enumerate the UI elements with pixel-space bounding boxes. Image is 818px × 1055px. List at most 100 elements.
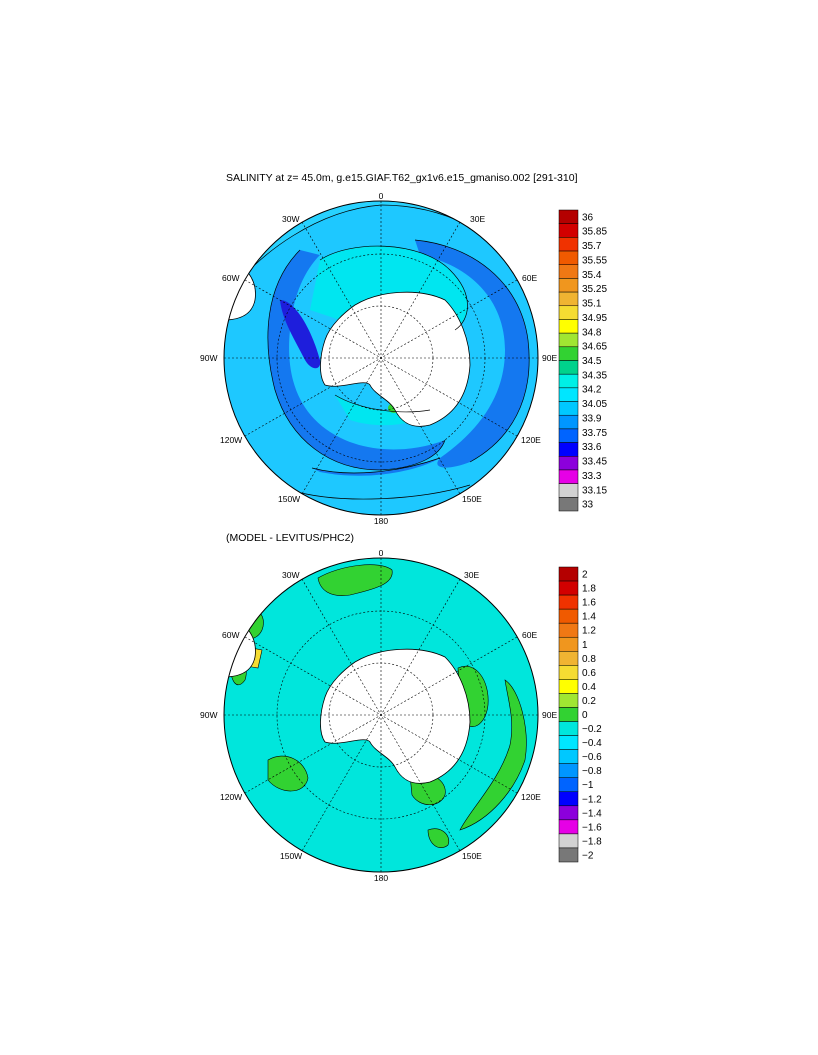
lon-label-60e-b: 60E: [522, 630, 537, 640]
difference-colorbar-label: 0: [582, 710, 588, 721]
lon-label-90w: 90W: [200, 353, 217, 363]
difference-colorbar: 2 1.8 1.6 1.4 1.2 1 0.8 0.6 0.4 0.2 0 −0.2 −0.4 −0.6 −…: [558, 566, 602, 863]
difference-colorbar-label: 1.2: [582, 626, 596, 637]
lon-label-60w-b: 60W: [222, 630, 239, 640]
salinity-colorbar-swatch: [558, 223, 579, 238]
salinity-colorbar-label: 34.65: [582, 342, 607, 353]
difference-colorbar-swatch: [558, 594, 579, 610]
salinity-colorbar-label: 35.4: [582, 270, 602, 281]
salinity-colorbar-label: 33.6: [582, 442, 602, 453]
salinity-colorbar-swatch: [558, 442, 579, 457]
difference-patch-southwest: [267, 755, 309, 792]
salinity-colorbar-swatch: [558, 264, 579, 279]
difference-graticule: [224, 558, 538, 872]
lon-label-120w: 120W: [220, 435, 242, 445]
salinity-colorbar-swatch: [558, 332, 579, 348]
difference-colorbar-label: −0.8: [582, 766, 602, 777]
difference-colorbar-swatch: [558, 805, 579, 821]
difference-colorbar-label: −1.8: [582, 836, 602, 847]
salinity-longitude-labels: 0 30E 60E 90E 120E 150E 180 150W 120W 90…: [200, 191, 557, 526]
difference-colorbar-swatch: [558, 707, 579, 722]
difference-map: 0 30E 60E 90E 120E 150E 180 150W 120W 90…: [200, 548, 557, 883]
difference-longitude-labels: 0 30E 60E 90E 120E 150E 180 150W 120W 90…: [200, 548, 557, 883]
difference-colorbar-swatch: [558, 665, 579, 680]
lon-label-90e: 90E: [542, 353, 557, 363]
salinity-colorbar-label: 34.8: [582, 327, 602, 338]
salinity-colorbar-swatch: [558, 250, 579, 265]
salinity-colorbar-swatch: [558, 414, 579, 430]
lon-label-150w: 150W: [278, 494, 300, 504]
salinity-northern-band: [224, 201, 538, 300]
difference-colorbar-swatch: [558, 749, 579, 764]
salinity-colorbar-label: 34.2: [582, 385, 602, 396]
salinity-colorbar-label: 35.55: [582, 255, 607, 266]
salinity-colorbar-swatch: [558, 209, 579, 224]
salinity-colorbar-swatch: [558, 497, 579, 512]
lon-label-60e: 60E: [522, 273, 537, 283]
difference-colorbar-swatch: [558, 763, 579, 778]
lon-label-30e-b: 30E: [464, 570, 479, 580]
salinity-colorbar-label: 33.3: [582, 471, 602, 482]
salinity-colorbar-label: 35.85: [582, 227, 607, 238]
salinity-colorbar-label: 35.25: [582, 284, 607, 295]
salinity-colorbar-label: 34.05: [582, 399, 607, 410]
lon-label-0-b: 0: [379, 548, 384, 558]
lon-label-180-b: 180: [374, 873, 388, 883]
difference-colorbar-label: 1: [582, 640, 588, 651]
salinity-colorbar-swatch: [558, 319, 579, 334]
salinity-colorbar-swatch: [558, 346, 579, 361]
difference-colorbar-swatch: [558, 622, 579, 638]
difference-colorbar-swatch: [558, 819, 579, 835]
lon-label-30w: 30W: [282, 214, 299, 224]
salinity-colorbar-swatch: [558, 456, 579, 471]
salinity-colorbar-label: 34.35: [582, 370, 607, 381]
difference-colorbar-label: 0.6: [582, 668, 596, 679]
salinity-colorbar-label: 35.7: [582, 241, 602, 252]
salinity-contours: [224, 204, 538, 500]
lon-label-0: 0: [379, 191, 384, 201]
salinity-map: 0 30E 60E 90E 120E 150E 180 150W 120W 90…: [200, 191, 557, 526]
salinity-colorbar-label: 36: [582, 212, 594, 223]
difference-colorbar-swatch: [558, 833, 579, 849]
difference-colorbar-label: −0.6: [582, 752, 602, 763]
difference-colorbar-label: −1.4: [582, 808, 602, 819]
difference-colorbar-swatch: [558, 679, 579, 694]
difference-colorbar-swatch: [558, 791, 579, 807]
difference-colorbar-swatch: [558, 580, 579, 596]
lon-label-60w: 60W: [222, 273, 239, 283]
salinity-colorbar-label: 35.1: [582, 299, 602, 310]
difference-colorbar-swatch: [558, 777, 579, 793]
difference-colorbar-label: −2: [582, 850, 594, 861]
salinity-colorbar-swatch: [558, 278, 579, 293]
lon-label-120w-b: 120W: [220, 792, 242, 802]
lon-label-90w-b: 90W: [200, 710, 217, 720]
difference-colorbar-swatch: [558, 735, 579, 750]
salinity-colorbar-swatch: [558, 483, 579, 498]
difference-colorbar-swatch: [558, 847, 579, 863]
salinity-colorbar-swatch: [558, 360, 579, 375]
lon-label-90e-b: 90E: [542, 710, 557, 720]
difference-colorbar-label: −0.4: [582, 738, 602, 749]
difference-colorbar-label: −1: [582, 780, 594, 791]
difference-colorbar-label: 0.2: [582, 696, 596, 707]
difference-colorbar-label: 1.8: [582, 584, 596, 595]
lon-label-180: 180: [374, 516, 388, 526]
salinity-colorbar-label: 34.95: [582, 313, 607, 324]
difference-colorbar-swatch: [558, 693, 579, 708]
difference-colorbar-label: −0.2: [582, 724, 602, 735]
lon-label-150e: 150E: [462, 494, 482, 504]
salinity-western-low-band: [267, 250, 445, 470]
difference-colorbar-label: 1.6: [582, 598, 596, 609]
salinity-colorbar: 36 35.85 35.7 35.55 35.4 35.25 35.1 34.95 34.8 34…: [558, 209, 607, 512]
difference-patch-south: [427, 828, 450, 849]
lon-label-150e-b: 150E: [462, 851, 482, 861]
difference-colorbar-label: 2: [582, 570, 588, 581]
salinity-colorbar-swatch: [558, 305, 579, 320]
difference-title: (MODEL - LEVITUS/PHC2): [226, 532, 354, 544]
salinity-colorbar-swatch: [558, 291, 579, 307]
salinity-graticule: [224, 201, 538, 515]
salinity-colorbar-swatch: [558, 401, 579, 416]
difference-colorbar-label: −1.6: [582, 822, 602, 833]
difference-colorbar-label: 0.8: [582, 654, 596, 665]
